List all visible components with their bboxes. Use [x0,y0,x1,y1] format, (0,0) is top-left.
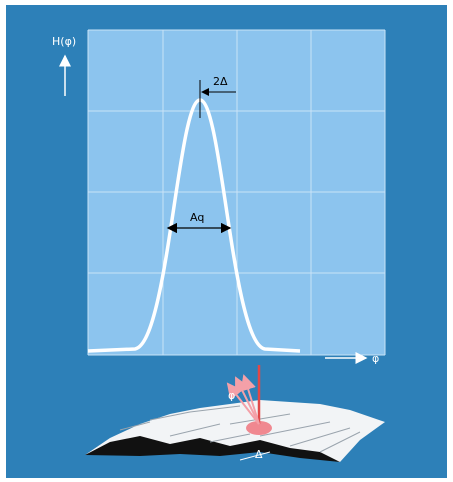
diagram: H(φ) φ 2Δ Aq φ Δ [0,0,453,482]
x-axis-label: φ [372,352,379,365]
y-axis-label: H(φ) [52,35,76,48]
half-width-label: Aq [190,211,204,224]
angle-label: φ [228,389,235,402]
delta-label: Δ [255,448,263,461]
peak-width-label: 2Δ [213,75,228,88]
